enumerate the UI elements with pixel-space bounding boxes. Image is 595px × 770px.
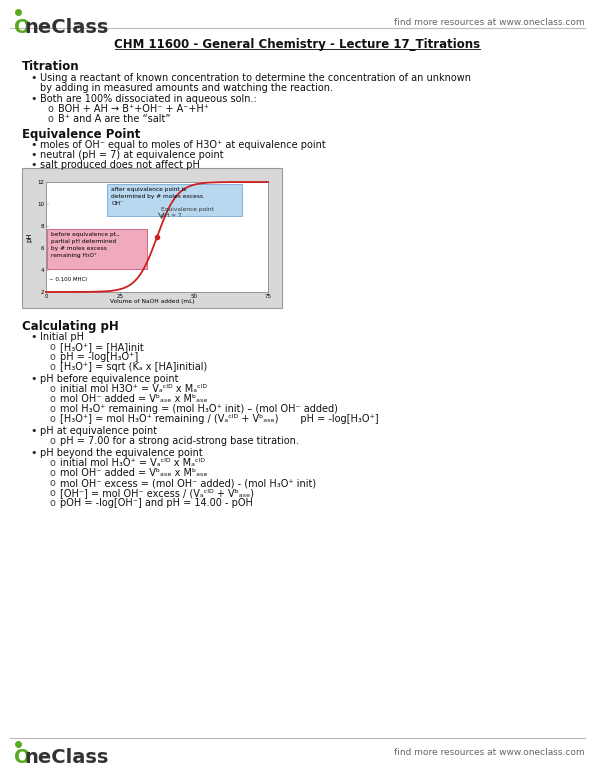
Text: pH before equivalence point: pH before equivalence point bbox=[40, 374, 178, 384]
Text: •: • bbox=[30, 140, 36, 150]
Text: o: o bbox=[50, 458, 56, 468]
Text: o: o bbox=[50, 468, 56, 478]
Text: after equivalence point is: after equivalence point is bbox=[111, 187, 186, 192]
Text: neutral (pH = 7) at equivalence point: neutral (pH = 7) at equivalence point bbox=[40, 150, 224, 160]
Text: pOH = -log[OH⁻] and pH = 14.00 - pOH: pOH = -log[OH⁻] and pH = 14.00 - pOH bbox=[60, 498, 253, 508]
Text: o: o bbox=[50, 352, 56, 362]
Text: •: • bbox=[30, 332, 36, 342]
Text: neClass: neClass bbox=[24, 748, 108, 767]
Text: o: o bbox=[50, 488, 56, 498]
Text: initial mol H3O⁺ = Vₐᶜᴵᴰ x Mₐᶜᴵᴰ: initial mol H3O⁺ = Vₐᶜᴵᴰ x Mₐᶜᴵᴰ bbox=[60, 384, 207, 394]
Text: Equivalence Point: Equivalence Point bbox=[22, 128, 140, 141]
Text: mol OH⁻ added = Vᵇₐₛₑ x Mᵇₐₛₑ: mol OH⁻ added = Vᵇₐₛₑ x Mᵇₐₛₑ bbox=[60, 394, 208, 404]
Text: Equivalence point: Equivalence point bbox=[161, 207, 214, 212]
Text: mol OH⁻ added = Vᵇₐₛₑ x Mᵇₐₛₑ: mol OH⁻ added = Vᵇₐₛₑ x Mᵇₐₛₑ bbox=[60, 468, 208, 478]
Text: 50: 50 bbox=[190, 294, 198, 299]
Text: CHM 11600 - General Chemistry - Lecture 17_Titrations: CHM 11600 - General Chemistry - Lecture … bbox=[114, 38, 480, 51]
Text: 8: 8 bbox=[40, 223, 44, 229]
Text: pH = 7.00 for a strong acid-strong base titration.: pH = 7.00 for a strong acid-strong base … bbox=[60, 436, 299, 446]
Text: •: • bbox=[30, 160, 36, 170]
Text: 25: 25 bbox=[117, 294, 123, 299]
Text: ~ 0.100 MHCl: ~ 0.100 MHCl bbox=[49, 277, 87, 282]
Text: 10: 10 bbox=[37, 202, 44, 206]
Text: pH: pH bbox=[26, 233, 32, 242]
Text: o: o bbox=[48, 104, 54, 114]
Text: O: O bbox=[14, 18, 30, 37]
Text: O: O bbox=[14, 748, 30, 767]
Text: o: o bbox=[50, 362, 56, 372]
Text: •: • bbox=[30, 448, 36, 458]
Text: Calculating pH: Calculating pH bbox=[22, 320, 119, 333]
Text: find more resources at www.oneclass.com: find more resources at www.oneclass.com bbox=[394, 748, 585, 757]
Text: [H₃O⁺] = sqrt (Kₐ x [HA]initial): [H₃O⁺] = sqrt (Kₐ x [HA]initial) bbox=[60, 362, 207, 372]
Text: o: o bbox=[50, 342, 56, 352]
Text: moles of OH⁻ equal to moles of H3O⁺ at equivalence point: moles of OH⁻ equal to moles of H3O⁺ at e… bbox=[40, 140, 325, 150]
Text: [H₃O⁺] = mol H₃O⁺ remaining / (Vₐᶜᴵᴰ + Vᵇₐₛₑ)       pH = -log[H₃O⁺]: [H₃O⁺] = mol H₃O⁺ remaining / (Vₐᶜᴵᴰ + V… bbox=[60, 414, 378, 424]
Text: Both are 100% dissociated in aqueous soln.:: Both are 100% dissociated in aqueous sol… bbox=[40, 94, 257, 104]
Text: remaining H₃O⁺: remaining H₃O⁺ bbox=[51, 253, 97, 258]
Text: mol OH⁻ excess = (mol OH⁻ added) - (mol H₃O⁺ init): mol OH⁻ excess = (mol OH⁻ added) - (mol … bbox=[60, 478, 316, 488]
Text: mol H₃O⁺ remaining = (mol H₃O⁺ init) – (mol OH⁻ added): mol H₃O⁺ remaining = (mol H₃O⁺ init) – (… bbox=[60, 404, 338, 414]
Text: pH at equivalence point: pH at equivalence point bbox=[40, 426, 157, 436]
Text: •: • bbox=[30, 374, 36, 384]
Text: Using a reactant of known concentration to determine the concentration of an unk: Using a reactant of known concentration … bbox=[40, 73, 471, 83]
Text: •: • bbox=[30, 73, 36, 83]
Text: [OH⁻] = mol OH⁻ excess / (Vₐᶜᴵᴰ + Vᵇₐₛₑ): [OH⁻] = mol OH⁻ excess / (Vₐᶜᴵᴰ + Vᵇₐₛₑ) bbox=[60, 488, 254, 498]
Text: 6: 6 bbox=[40, 246, 44, 250]
Text: pH beyond the equivalence point: pH beyond the equivalence point bbox=[40, 448, 203, 458]
Text: Initial pH: Initial pH bbox=[40, 332, 84, 342]
FancyBboxPatch shape bbox=[46, 182, 268, 292]
FancyBboxPatch shape bbox=[22, 168, 282, 308]
Text: 0: 0 bbox=[44, 294, 48, 299]
Text: 75: 75 bbox=[265, 294, 271, 299]
Text: 2: 2 bbox=[40, 290, 44, 294]
FancyBboxPatch shape bbox=[107, 184, 242, 216]
FancyBboxPatch shape bbox=[47, 229, 147, 269]
Text: pH = -log[H₃O⁺]: pH = -log[H₃O⁺] bbox=[60, 352, 138, 362]
Text: Volume of NaOH added (mL): Volume of NaOH added (mL) bbox=[109, 299, 195, 304]
Text: by adding in measured amounts and watching the reaction.: by adding in measured amounts and watchi… bbox=[40, 83, 333, 93]
Text: o: o bbox=[50, 394, 56, 404]
Text: [H₃O⁺] = [HA]init: [H₃O⁺] = [HA]init bbox=[60, 342, 144, 352]
Text: •: • bbox=[30, 94, 36, 104]
Text: initial mol H₃O⁺ = Vₐᶜᴵᴰ x Mₐᶜᴵᴰ: initial mol H₃O⁺ = Vₐᶜᴵᴰ x Mₐᶜᴵᴰ bbox=[60, 458, 205, 468]
Text: o: o bbox=[48, 114, 54, 124]
Text: pH = 7: pH = 7 bbox=[161, 213, 181, 218]
Text: o: o bbox=[50, 498, 56, 508]
Text: o: o bbox=[50, 478, 56, 488]
Text: Titration: Titration bbox=[22, 60, 80, 73]
Text: OH⁻: OH⁻ bbox=[111, 201, 123, 206]
Text: find more resources at www.oneclass.com: find more resources at www.oneclass.com bbox=[394, 18, 585, 27]
Text: determined by # moles excess: determined by # moles excess bbox=[111, 194, 203, 199]
Text: •: • bbox=[30, 426, 36, 436]
Text: 12: 12 bbox=[37, 179, 44, 185]
Text: o: o bbox=[50, 436, 56, 446]
Text: before equivalence pt.,: before equivalence pt., bbox=[51, 232, 120, 237]
Text: o: o bbox=[50, 414, 56, 424]
Text: neClass: neClass bbox=[24, 18, 108, 37]
Text: •: • bbox=[30, 150, 36, 160]
Text: o: o bbox=[50, 384, 56, 394]
Text: 4: 4 bbox=[40, 267, 44, 273]
Text: by # moles excess: by # moles excess bbox=[51, 246, 107, 251]
Text: BOH + AH → B⁺+OH⁻ + A⁻+H⁺: BOH + AH → B⁺+OH⁻ + A⁻+H⁺ bbox=[58, 104, 209, 114]
Text: salt produced does not affect pH: salt produced does not affect pH bbox=[40, 160, 200, 170]
Text: B⁺ and A are the “salt”: B⁺ and A are the “salt” bbox=[58, 114, 171, 124]
Text: partial pH determined: partial pH determined bbox=[51, 239, 116, 244]
Text: o: o bbox=[50, 404, 56, 414]
